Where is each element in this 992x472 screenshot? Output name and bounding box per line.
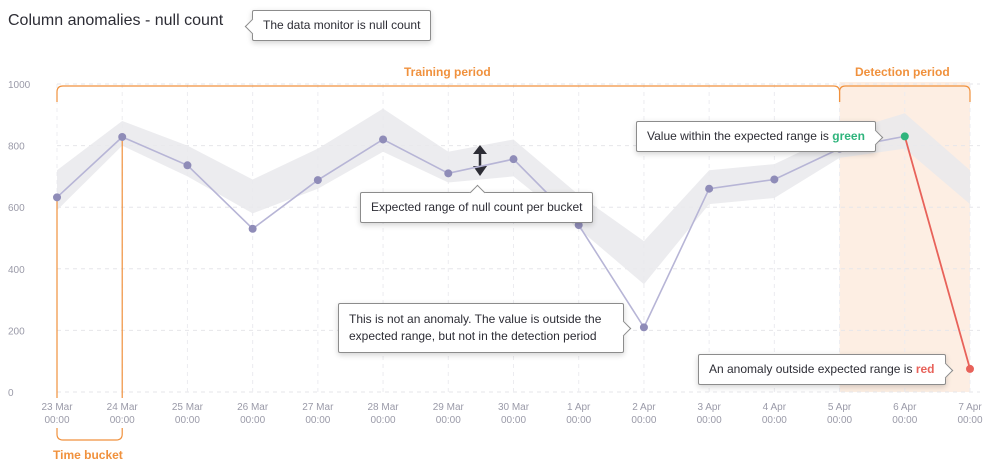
time-bucket-bracket	[56, 428, 123, 441]
x-tick-label: 28 Mar	[368, 402, 400, 413]
anomaly-data-point	[966, 364, 974, 373]
x-tick-label: 23 Mar	[41, 402, 73, 413]
x-tick-label-time: 00:00	[44, 415, 69, 426]
y-tick-label: 0	[8, 388, 14, 399]
green-callout-word: green	[832, 129, 865, 143]
x-tick-label: 6 Apr	[893, 402, 917, 413]
data-point	[183, 161, 192, 170]
data-point	[313, 176, 322, 185]
x-tick-label-time: 00:00	[240, 415, 265, 426]
training-period-label: Training period	[404, 65, 491, 79]
x-tick-label-time: 00:00	[827, 415, 852, 426]
data-point	[53, 193, 61, 202]
range-indicator-down-arrow	[473, 166, 487, 176]
x-tick-label: 30 Mar	[498, 402, 530, 413]
x-tick-label-time: 00:00	[892, 415, 917, 426]
y-tick-label: 400	[8, 265, 25, 276]
x-tick-label-time: 00:00	[436, 415, 461, 426]
x-tick-label: 24 Mar	[107, 402, 139, 413]
normal-data-point	[900, 132, 909, 141]
detection-period-label: Detection period	[855, 65, 950, 79]
expected-range-band	[57, 108, 970, 285]
anomaly-segment	[903, 136, 971, 370]
y-tick-label: 800	[8, 142, 25, 153]
x-tick-label-time: 00:00	[110, 415, 135, 426]
x-tick-label-time: 00:00	[957, 415, 982, 426]
x-tick-label-time: 00:00	[566, 415, 591, 426]
data-point	[444, 169, 453, 178]
x-tick-label: 5 Apr	[828, 402, 852, 413]
training-period-bracket	[56, 85, 841, 102]
x-tick-label: 2 Apr	[632, 402, 656, 413]
expected-range-callout: Expected range of null count per bucket	[360, 184, 594, 223]
green-value-callout: Value within the expected range is green	[636, 121, 884, 152]
data-point	[574, 221, 583, 230]
monitor-callout-text: The data monitor is null count	[263, 18, 421, 32]
red-callout-prefix: An anomaly outside expected range is	[709, 362, 913, 376]
range-indicator-up-arrow	[473, 145, 487, 154]
page-title: Column anomalies - null count	[8, 12, 224, 29]
x-tick-label-time: 00:00	[501, 415, 526, 426]
data-point	[118, 132, 127, 141]
data-point	[770, 175, 779, 184]
x-tick-label-time: 00:00	[371, 415, 396, 426]
not-anomaly-callout: This is not an anomaly. The value is out…	[338, 303, 632, 353]
x-tick-label: 27 Mar	[302, 402, 334, 413]
data-point	[705, 184, 714, 193]
x-tick-label-time: 00:00	[305, 415, 330, 426]
data-point	[248, 224, 257, 233]
x-tick-label-time: 00:00	[697, 415, 722, 426]
green-callout-prefix: Value within the expected range is	[647, 129, 829, 143]
series-line	[56, 135, 905, 329]
monitor-callout: The data monitor is null count	[244, 10, 432, 41]
x-tick-label-time: 00:00	[175, 415, 200, 426]
x-tick-label: 25 Mar	[172, 402, 204, 413]
red-callout-word: red	[915, 362, 935, 376]
detection-period-bracket	[838, 85, 971, 102]
y-tick-label: 200	[8, 326, 25, 337]
not-anomaly-callout-text: This is not an anomaly. The value is out…	[349, 312, 602, 343]
y-tick-label: 1000	[8, 80, 31, 91]
x-tick-label: 26 Mar	[237, 402, 269, 413]
x-tick-label: 4 Apr	[763, 402, 787, 413]
x-tick-label-time: 00:00	[631, 415, 656, 426]
x-tick-label-time: 00:00	[762, 415, 787, 426]
data-point	[509, 155, 518, 164]
data-point	[639, 323, 648, 332]
x-tick-label: 29 Mar	[433, 402, 465, 413]
x-tick-label: 1 Apr	[567, 402, 591, 413]
expected-range-callout-text: Expected range of null count per bucket	[371, 200, 583, 214]
data-point	[379, 135, 388, 144]
red-anomaly-callout: An anomaly outside expected range is red	[698, 354, 953, 385]
time-bucket-label: Time bucket	[53, 448, 123, 462]
x-tick-label: 7 Apr	[958, 402, 982, 413]
x-tick-label: 3 Apr	[697, 402, 721, 413]
y-tick-label: 600	[8, 203, 25, 214]
